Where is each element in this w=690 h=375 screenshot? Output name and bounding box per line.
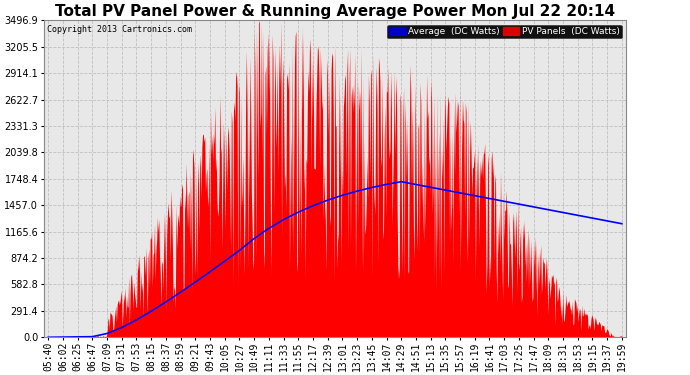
Legend: Average  (DC Watts), PV Panels  (DC Watts): Average (DC Watts), PV Panels (DC Watts) [387, 25, 622, 38]
Title: Total PV Panel Power & Running Average Power Mon Jul 22 20:14: Total PV Panel Power & Running Average P… [55, 4, 615, 19]
Text: Copyright 2013 Cartronics.com: Copyright 2013 Cartronics.com [47, 25, 192, 34]
